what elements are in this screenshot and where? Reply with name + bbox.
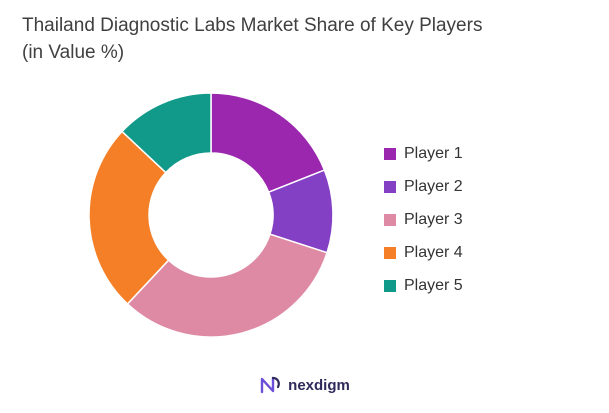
legend-swatch: [384, 246, 396, 259]
legend-item-player-4: Player 4: [384, 236, 463, 269]
legend-swatch: [384, 180, 396, 193]
brand-name: nexdigm: [288, 376, 350, 394]
legend-label: Player 1: [404, 144, 463, 162]
legend-item-player-2: Player 2: [384, 170, 463, 203]
legend-label: Player 2: [404, 177, 463, 195]
legend-item-player-3: Player 3: [384, 203, 463, 236]
legend-label: Player 4: [404, 243, 463, 261]
brand: nexdigm: [0, 375, 609, 395]
slice-player-4: [88, 130, 170, 305]
legend-swatch: [384, 213, 396, 226]
slice-player-5: [121, 92, 212, 174]
legend-label: Player 5: [404, 276, 463, 294]
legend-swatch: [384, 279, 396, 292]
legend-swatch: [384, 147, 396, 160]
nexdigm-logo-icon: [260, 376, 281, 394]
legend-label: Player 3: [404, 210, 463, 228]
legend-item-player-1: Player 1: [384, 137, 463, 170]
chart-title: Thailand Diagnostic Labs Market Share of…: [22, 15, 483, 63]
legend: Player 1 Player 2 Player 3 Player 4 Player 5: [384, 137, 463, 302]
legend-item-player-5: Player 5: [384, 269, 463, 302]
slice-player-3: [126, 233, 328, 338]
